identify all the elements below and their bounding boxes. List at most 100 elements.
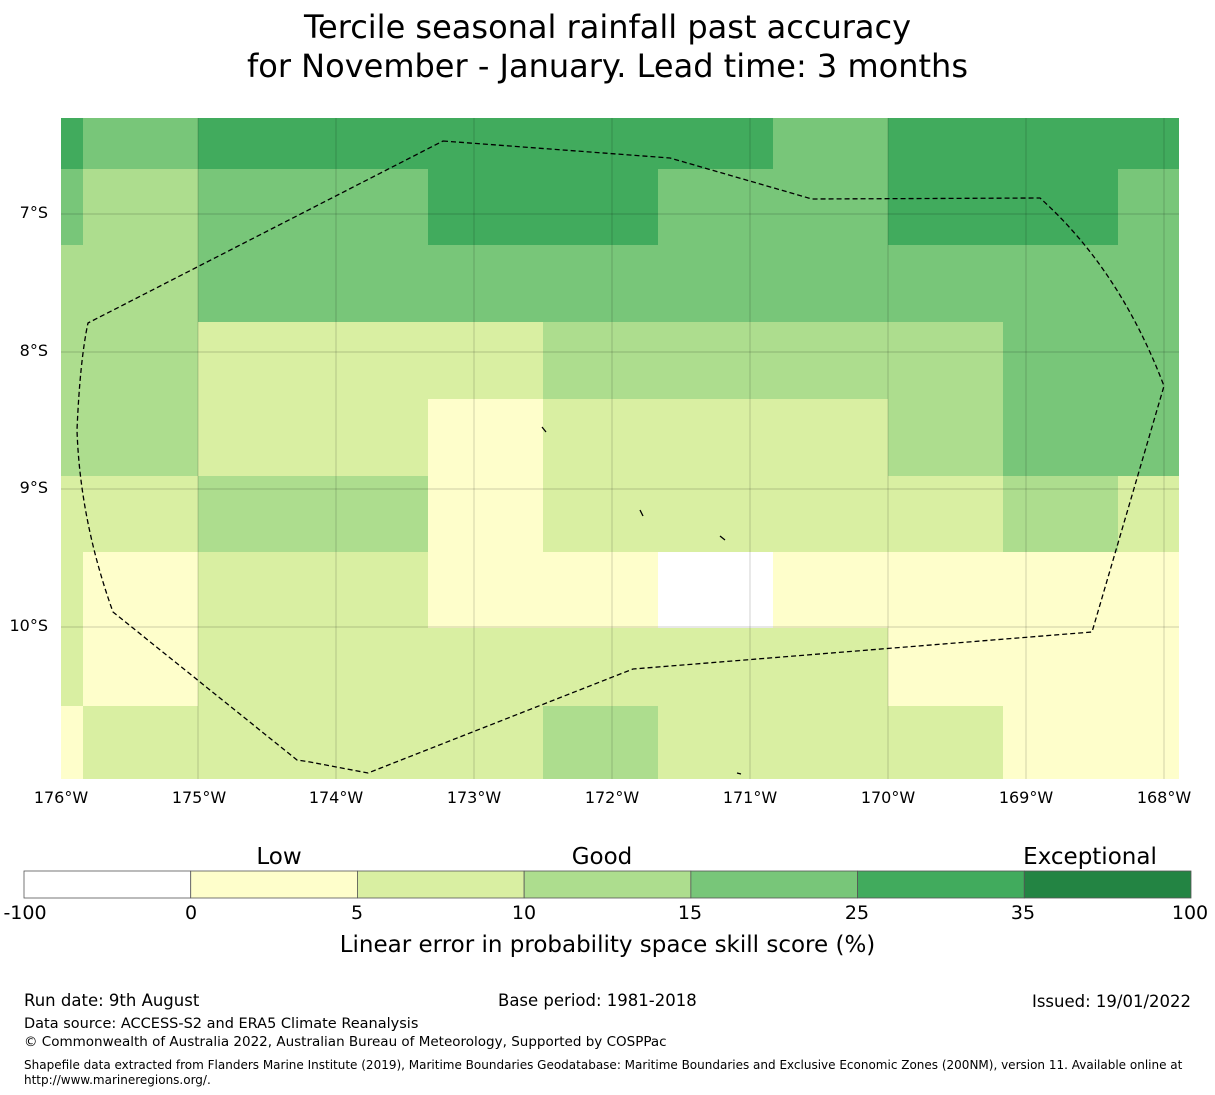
skill-cell	[1118, 476, 1179, 552]
shapefile-credit-line2: http://www.marineregions.org/.	[24, 1073, 211, 1087]
skill-cell	[83, 552, 198, 628]
skill-cell	[658, 706, 773, 779]
colorbar-segment	[523, 870, 692, 899]
eez-boundary-line	[76, 140, 1165, 774]
skill-cell	[773, 476, 888, 552]
colorbar-segment	[1023, 870, 1192, 899]
cb-tick-10: 10	[511, 902, 537, 924]
skill-cell	[1003, 322, 1118, 399]
skill-cell	[61, 476, 83, 552]
skill-cell	[773, 628, 888, 706]
skill-cell	[198, 245, 428, 322]
lat-label-10s: 10°S	[9, 616, 48, 635]
skill-cell	[61, 628, 83, 706]
skill-cell	[658, 552, 773, 628]
cb-tick-5: 5	[350, 902, 364, 924]
skill-cell	[1003, 628, 1118, 706]
colorbar-segment	[357, 870, 525, 899]
lat-label-7s: 7°S	[19, 203, 48, 222]
skill-cell	[83, 399, 198, 476]
skill-cell	[888, 169, 1003, 245]
skill-cell	[888, 552, 1003, 628]
lon-label-176w: 176°W	[33, 788, 89, 807]
skill-cell	[1003, 399, 1118, 476]
skill-cell	[1118, 118, 1179, 169]
skill-cell	[61, 118, 83, 169]
skill-cell	[198, 628, 428, 706]
skill-cell	[83, 628, 198, 706]
lon-label-173w: 173°W	[446, 788, 502, 807]
skill-cell	[83, 118, 198, 169]
skill-cell	[198, 552, 428, 628]
lon-label-171w: 171°W	[722, 788, 778, 807]
skill-cell	[61, 245, 83, 322]
cb-tick-neg100: -100	[3, 902, 47, 924]
skill-cell	[543, 706, 658, 779]
skill-cell	[543, 552, 658, 628]
lon-label-172w: 172°W	[584, 788, 640, 807]
skill-cell	[543, 118, 658, 169]
cb-tick-100: 100	[1171, 902, 1209, 924]
lon-label-175w: 175°W	[171, 788, 227, 807]
skill-cell	[543, 245, 658, 322]
skill-cell	[428, 399, 543, 476]
copyright: © Commonwealth of Australia 2022, Austra…	[24, 1034, 667, 1050]
category-good: Good	[571, 844, 633, 870]
colorbar-title: Linear error in probability space skill …	[339, 932, 876, 958]
skill-cell	[773, 399, 888, 476]
skill-cell	[888, 245, 1003, 322]
skill-cell	[1003, 706, 1118, 779]
skill-cell	[888, 628, 1003, 706]
cb-tick-0: 0	[184, 902, 198, 924]
island-marks	[541, 426, 742, 775]
issued-date: Issued: 19/01/2022	[1031, 992, 1191, 1011]
skill-cell	[543, 322, 658, 399]
skill-cell	[773, 706, 888, 779]
map-graticule	[61, 118, 1179, 779]
lat-label-8s: 8°S	[19, 341, 48, 360]
skill-cell	[83, 476, 198, 552]
skill-cell	[1003, 476, 1118, 552]
skill-cell	[543, 399, 658, 476]
cb-tick-15: 15	[677, 902, 703, 924]
skill-cell	[198, 322, 428, 399]
skill-cell	[198, 399, 428, 476]
skill-cell	[1003, 245, 1118, 322]
skill-cell	[1118, 628, 1179, 706]
colorbar-segment	[857, 870, 1025, 899]
skill-cell	[198, 706, 428, 779]
skill-cell	[83, 322, 198, 399]
skill-cell	[888, 322, 1003, 399]
skill-cell	[658, 245, 773, 322]
shapefile-credit-line1: Shapefile data extracted from Flanders M…	[24, 1058, 1183, 1072]
skill-cell	[658, 399, 773, 476]
skill-cell	[198, 118, 428, 169]
skill-cell	[428, 628, 543, 706]
skill-cell	[61, 322, 83, 399]
category-low: Low	[256, 844, 302, 870]
skill-cell	[428, 552, 543, 628]
lon-label-169w: 169°W	[998, 788, 1054, 807]
base-period: Base period: 1981-2018	[498, 991, 697, 1010]
category-exceptional: Exceptional	[1023, 844, 1157, 870]
skill-cell	[428, 118, 543, 169]
skill-cell	[198, 476, 428, 552]
lon-label-168w: 168°W	[1136, 788, 1192, 807]
skill-cell	[658, 476, 773, 552]
skill-cell	[428, 706, 543, 779]
skill-cell	[773, 552, 888, 628]
skill-cell	[888, 118, 1003, 169]
run-date: Run date: 9th August	[24, 991, 200, 1010]
skill-cell	[83, 169, 198, 245]
skill-cell	[543, 169, 658, 245]
skill-cell	[1118, 169, 1179, 245]
skill-cell	[83, 245, 198, 322]
skill-cell	[428, 322, 543, 399]
skill-cell	[1003, 552, 1118, 628]
skill-grid-cells	[61, 118, 1179, 779]
skill-cell	[428, 169, 543, 245]
skill-cell	[773, 118, 888, 169]
skill-cell	[1118, 322, 1179, 399]
skill-cell	[888, 476, 1003, 552]
